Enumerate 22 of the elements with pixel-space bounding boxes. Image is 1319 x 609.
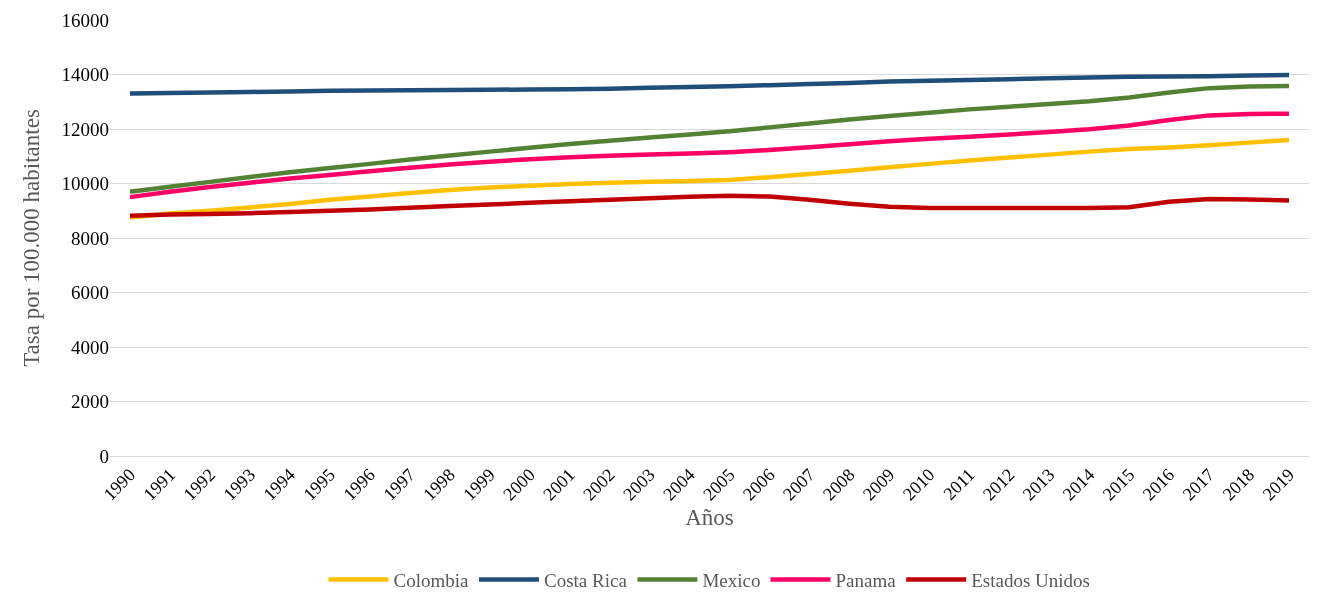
line-series — [127, 111, 1292, 200]
y-tick-label: 14000 — [61, 64, 109, 86]
x-axis-title: Años — [685, 504, 734, 530]
y-tick-label: 2000 — [71, 391, 109, 413]
line-series — [127, 72, 1292, 96]
line-series — [127, 83, 1292, 194]
y-tick-label: 16000 — [61, 9, 109, 31]
x-tick-label: 1991 — [139, 464, 180, 505]
legend-label: Colombia — [393, 569, 470, 591]
y-tick-label: 10000 — [61, 173, 109, 195]
y-tick-label: 12000 — [61, 118, 109, 140]
y-axis-title: Tasa por 100.000 habitantes — [18, 109, 44, 367]
y-tick-label: 0 — [99, 445, 109, 467]
legend-label: Costa Rica — [544, 569, 628, 591]
y-tick-label: 8000 — [71, 227, 109, 249]
line-series — [127, 193, 1292, 218]
line-series — [127, 137, 1292, 220]
y-tick-label: 4000 — [71, 336, 109, 358]
legend-label: Estados Unidos — [971, 569, 1090, 591]
legend-label: Mexico — [702, 569, 761, 591]
y-tick-label: 6000 — [71, 282, 109, 304]
legend-label: Panama — [835, 569, 897, 591]
